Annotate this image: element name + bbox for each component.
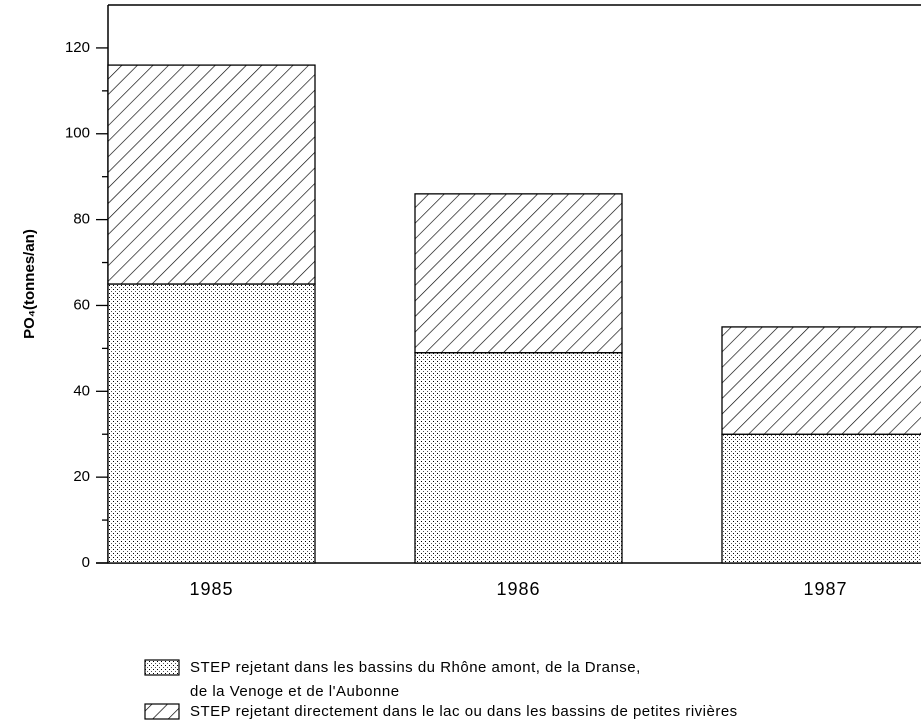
x-tick-label: 1986	[496, 579, 540, 599]
y-tick-label: 80	[73, 211, 90, 228]
y-tick-label: 120	[65, 39, 90, 56]
x-tick-label: 1985	[189, 579, 233, 599]
bar-segment	[721, 433, 921, 564]
y-tick-label: 40	[73, 382, 90, 399]
y-tick-label: 0	[82, 554, 90, 571]
bar-segment	[721, 326, 921, 435]
bar-segment	[107, 283, 316, 564]
legend-label: STEP rejetant directement dans le lac ou…	[190, 703, 738, 720]
x-tick-label: 1987	[803, 579, 847, 599]
bar-segment	[414, 193, 623, 354]
bar-segment	[107, 64, 316, 285]
legend-swatch	[144, 659, 180, 676]
y-tick-label: 60	[73, 296, 90, 313]
y-tick-label: 100	[65, 125, 90, 142]
legend-label: STEP rejetant dans les bassins du Rhône …	[190, 659, 641, 700]
y-tick-label: 20	[73, 468, 90, 485]
legend-swatch	[144, 703, 180, 720]
y-axis-label: PO₄(tonnes/an)	[21, 229, 38, 339]
bar-segment	[414, 352, 623, 564]
